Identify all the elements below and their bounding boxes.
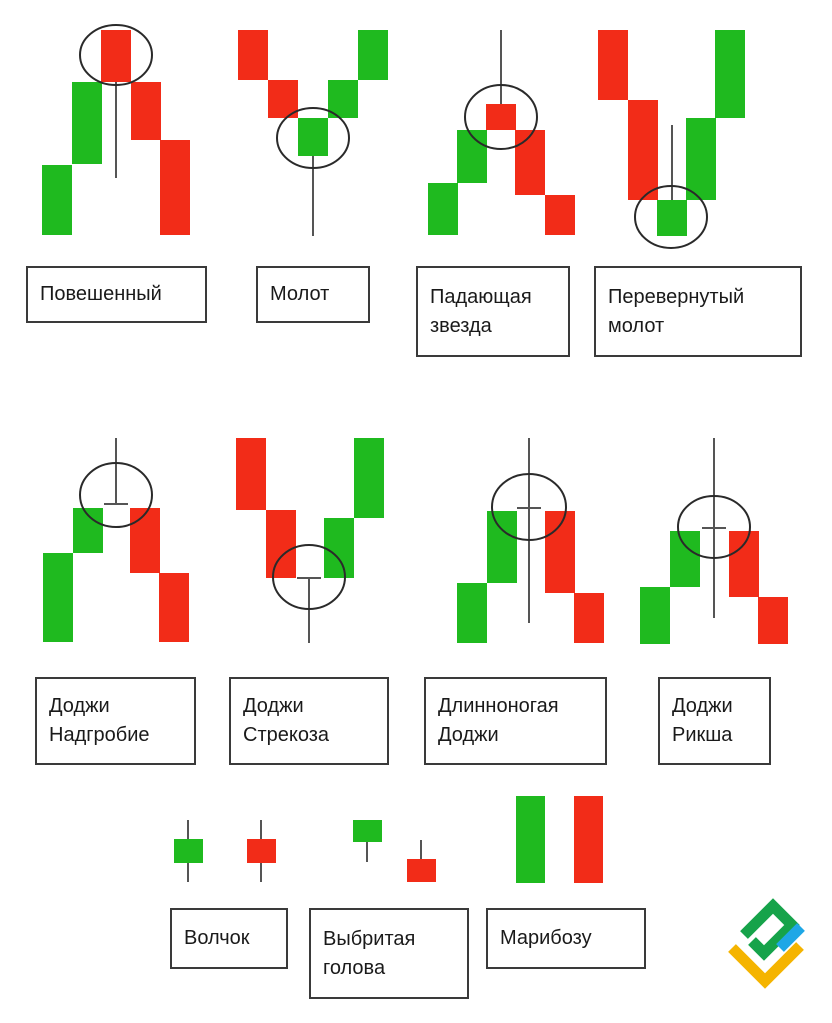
label-text: Перевернутый молот <box>608 285 745 337</box>
candle-bull <box>457 583 487 643</box>
label-shooting-star: Падающая звезда <box>416 266 570 357</box>
candle-bear <box>247 839 276 863</box>
label-text: Доджи Рикша <box>672 695 733 746</box>
shaven-head-figure <box>353 820 436 882</box>
candle-bear <box>266 510 296 578</box>
label-text: Марибозу <box>500 927 592 949</box>
hammer-figure <box>238 30 388 236</box>
rickshaw-doji-figure <box>640 438 788 644</box>
dragonfly-doji-figure <box>236 438 384 643</box>
highlight-circle <box>464 84 538 150</box>
candle-bear <box>131 82 161 140</box>
candle-bear <box>628 100 658 200</box>
candle-bear <box>130 508 160 573</box>
inverted-hammer-figure <box>598 30 745 249</box>
candle-bull <box>324 518 354 578</box>
label-text: Волчок <box>184 927 250 949</box>
candle-bear <box>729 531 759 597</box>
label-hanging-man: Повешенный <box>26 266 207 323</box>
candle-bear <box>268 80 298 118</box>
candle-bull <box>328 80 358 118</box>
candle-bull <box>354 438 384 518</box>
highlight-circle <box>79 24 153 86</box>
candle-bear <box>236 438 266 510</box>
label-text: Доджи Надгробие <box>49 695 150 746</box>
candle-bear <box>598 30 628 100</box>
label-marubozu: Марибозу <box>486 908 646 969</box>
label-dragonfly-doji: Доджи Стрекоза <box>229 677 389 765</box>
brand-logo-icon <box>728 898 805 989</box>
shooting-star-figure <box>428 30 575 235</box>
label-text: Молот <box>270 283 330 305</box>
candle-bear <box>486 104 516 130</box>
logo-green-stroke <box>740 898 800 961</box>
label-text: Повешенный <box>40 283 162 305</box>
label-hammer: Молот <box>256 266 370 323</box>
candle-bear <box>545 195 575 235</box>
marubozu-figure <box>516 796 603 883</box>
candle-bull <box>42 165 72 235</box>
candle-bear <box>238 30 268 80</box>
candle-bear <box>545 511 575 593</box>
label-text: Выбритая голова <box>323 927 416 979</box>
label-text: Длинноногая Доджи <box>438 695 559 746</box>
candle-bull <box>457 130 487 183</box>
candle-bull <box>715 30 745 118</box>
highlight-circle <box>79 462 153 528</box>
candle-bull <box>657 200 687 236</box>
candle-bull <box>174 839 203 863</box>
highlight-circle <box>276 107 350 169</box>
candle-bull <box>358 30 388 80</box>
label-text: Доджи Стрекоза <box>243 695 330 746</box>
candle-bear <box>159 573 189 642</box>
highlight-circle <box>634 185 708 249</box>
candle-bull <box>298 118 328 156</box>
label-text: Падающая звезда <box>430 285 532 337</box>
candle-bull <box>516 796 545 883</box>
label-gravestone-doji: Доджи Надгробие <box>35 677 196 765</box>
candle-bull <box>353 820 382 842</box>
candle-bull <box>686 118 716 200</box>
candle-bull <box>72 82 102 164</box>
label-inverted-hammer: Перевернутый молот <box>594 266 802 357</box>
hanging-man-figure <box>42 24 190 235</box>
candle-bull <box>670 531 700 587</box>
candle-bear <box>407 859 436 882</box>
candle-bear <box>160 140 190 235</box>
highlight-circle <box>272 544 346 610</box>
label-shaven-head: Выбритая голова <box>309 908 469 999</box>
candle-bull <box>487 511 517 583</box>
long-legged-doji-figure <box>457 438 604 643</box>
candle-bear <box>758 597 788 644</box>
logo-yellow-stroke <box>728 942 804 989</box>
logo-blue-stroke <box>776 923 805 952</box>
candle-bull <box>428 183 458 235</box>
label-long-legged-doji: Длинноногая Доджи <box>424 677 607 765</box>
candle-bear <box>574 593 604 643</box>
candle-bear <box>574 796 603 883</box>
candle-bear <box>515 130 545 195</box>
gravestone-doji-figure <box>43 438 189 642</box>
spinning-top-figure <box>174 820 276 882</box>
candle-bull <box>43 553 73 642</box>
label-rickshaw-doji: Доджи Рикша <box>658 677 771 765</box>
highlight-circle <box>677 495 751 559</box>
highlight-circle <box>491 473 567 541</box>
label-spinning-top: Волчок <box>170 908 288 969</box>
candle-bull <box>640 587 670 644</box>
candle-bear <box>101 30 131 82</box>
